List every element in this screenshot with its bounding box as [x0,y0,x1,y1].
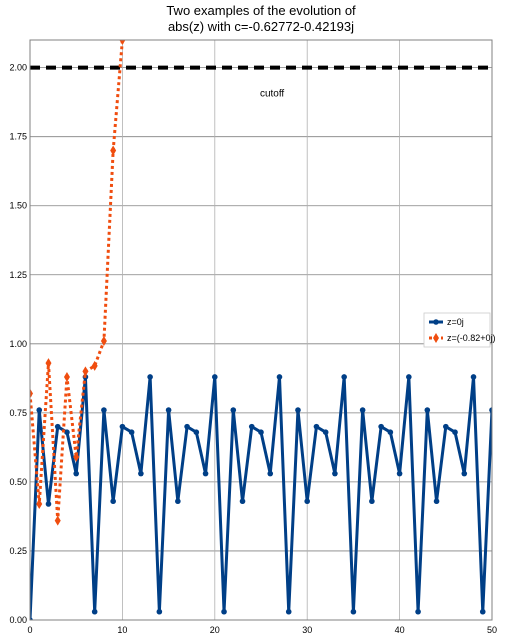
series-0-point [221,608,227,615]
y-tick-label: 1.00 [9,339,27,349]
series-0-point [119,423,126,430]
series-0-point [489,407,492,413]
series-0-point [285,608,292,615]
series-1-point [54,515,61,526]
legend-label-0: z=0j [447,317,464,327]
series-0-point [91,608,98,615]
series-0-point [239,498,246,505]
series-0-point [350,608,357,615]
series-0-point [147,374,153,380]
series-0-point [461,470,468,477]
series-0-point [406,374,412,380]
series-0-point [304,498,311,505]
series-1-point [100,336,107,347]
x-tick-label: 50 [487,625,497,635]
series-0-point [248,423,255,430]
series-0-point [156,608,163,615]
y-tick-label: 0.50 [9,477,27,487]
series-layer [30,40,492,620]
y-tick-label: 0.75 [9,408,27,418]
y-tick-label: 1.75 [9,132,27,142]
series-1-point [30,388,33,399]
series-0-point [322,429,329,435]
series-0-point [73,470,79,477]
series-0-point [165,407,172,413]
y-tick-label: 1.50 [9,201,27,211]
y-tick-label: 2.00 [9,63,27,73]
legend-label-1: z=(-0.82+0j) [447,333,496,343]
x-tick-label: 40 [395,625,405,635]
y-tick-label: 0.25 [9,546,27,556]
series-0-point [424,407,431,413]
series-0-point [479,608,486,615]
series-0-point [30,617,33,620]
x-tick-label: 10 [117,625,127,635]
chart-title-line-2: abs(z) with c=-0.62772-0.42193j [168,19,354,34]
tick-layer: 0.00 0.25 0.50 0.75 1.00 1.25 1.50 1.75 2.00 0 10 2… [9,63,497,635]
series-0-point [433,498,440,505]
series-0-point [267,470,274,477]
x-tick-label: 0 [27,625,32,635]
series-0-point [332,470,338,477]
series-0-point [184,423,190,430]
series-0-point [295,407,301,413]
series-0-point [276,374,283,380]
series-0-point [212,374,218,380]
series-1-point [91,360,98,371]
series-1-point [63,371,70,382]
series-0-point [470,374,477,380]
series-0-point [341,374,347,380]
x-tick-label: 20 [210,625,220,635]
series-0-point [452,429,458,435]
series-1-point [82,366,89,377]
legend-marker-1 [433,333,439,343]
chart-title-line-1: Two examples of the evolution of [166,3,356,18]
series-1-point [73,452,80,463]
plot-frame [29,39,493,621]
series-0-point [110,498,116,505]
series-0-point [101,407,107,413]
series-0-point [202,470,209,477]
series-1-point [110,145,117,156]
series-0-point [313,423,320,430]
series-0-point [193,429,200,435]
series-0-point [128,429,135,435]
legend: z=0j z=(-0.82+0j) [423,312,496,348]
series-0-point [359,407,366,413]
series-0-point [387,429,394,435]
y-tick-label: 1.25 [9,270,27,280]
series-0-point [45,501,52,507]
series-0-point [138,470,144,477]
legend-entries: z=0j z=(-0.82+0j) [429,317,496,343]
x-tick-label: 30 [302,625,312,635]
series-1-point [119,40,126,45]
series-1-point [45,358,52,369]
series-0-point [396,470,403,477]
series-line-1 [30,40,124,523]
series-0-point [36,407,43,413]
series-1-point [36,499,43,509]
series-0-point [415,608,421,615]
series-0-point [258,429,264,435]
series-0-point [369,498,375,505]
y-tick-label: 0.00 [9,615,27,625]
series-0-point [175,498,181,505]
series-0-point [54,423,61,430]
series-0-point [230,407,237,413]
legend-box [423,312,491,348]
cutoff-label: cutoff [260,88,284,99]
legend-marker-0 [433,319,439,325]
series-0-point [443,423,449,430]
series-0-point [64,429,70,435]
series-0-point [378,423,384,430]
